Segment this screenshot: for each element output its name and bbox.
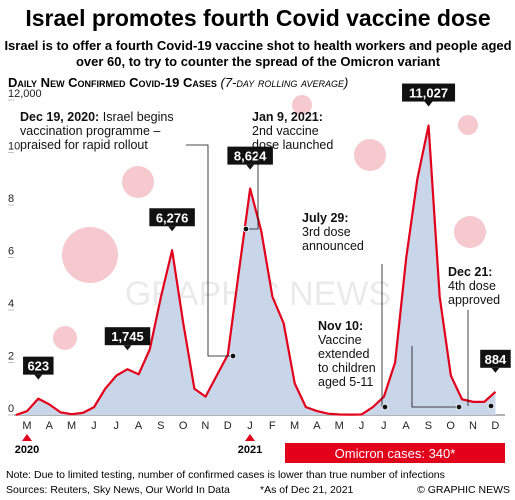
annotation-point bbox=[455, 403, 463, 411]
y-label-text: Daily New Confirmed Covid-19 Cases bbox=[8, 75, 217, 90]
x-tick-label: S bbox=[157, 420, 164, 432]
annotation: Dec 21: bbox=[448, 265, 492, 279]
line bbox=[15, 124, 497, 417]
x-tick-label: M bbox=[335, 420, 344, 432]
value-label: 623 bbox=[27, 359, 49, 374]
value-label-box bbox=[480, 349, 511, 368]
note: Note: Due to limited testing, number of … bbox=[6, 469, 445, 481]
asof: *As of Dec 21, 2021 bbox=[260, 484, 354, 496]
annotation-date: Dec 21: bbox=[448, 265, 492, 279]
x-tick-label: M bbox=[22, 420, 31, 432]
value-label: 11,027 bbox=[409, 86, 448, 101]
annotation-leader bbox=[411, 346, 459, 408]
x-tick-label: J bbox=[359, 420, 365, 432]
subtitle: Israel is to offer a fourth Covid-19 vac… bbox=[4, 38, 511, 69]
x-tick-label: J bbox=[247, 420, 253, 432]
y-tick-label: 0 bbox=[8, 403, 14, 415]
x-tick-label: D bbox=[491, 420, 499, 432]
value-label: 6,276 bbox=[156, 210, 189, 225]
x-tick-label: D bbox=[224, 420, 232, 432]
annotation-point bbox=[242, 225, 250, 233]
virus-decor bbox=[53, 95, 486, 350]
annotation-line: to children bbox=[318, 361, 376, 375]
year-label: 2020 bbox=[15, 444, 39, 456]
subtitle-line: over 60, to try to counter the spread of… bbox=[76, 54, 441, 69]
value-label: 884 bbox=[485, 352, 507, 367]
annotation-line: praised for rapid rollout bbox=[20, 138, 148, 152]
y-tick-label: 6 bbox=[8, 246, 14, 258]
x-tick-label: A bbox=[313, 420, 321, 432]
annotation-leader bbox=[186, 144, 233, 357]
x-tick-label: A bbox=[402, 420, 410, 432]
annotation-line: approved bbox=[448, 293, 500, 307]
sources: Sources: Reuters, Sky News, Our World In… bbox=[6, 484, 230, 496]
annotation-point bbox=[229, 352, 237, 360]
annotation-date: Dec 19, 2020: bbox=[20, 110, 99, 124]
annotation-point bbox=[487, 402, 495, 410]
omicron-text: Omicron cases: 340* bbox=[335, 446, 456, 461]
x-tick-label: N bbox=[201, 420, 209, 432]
x-tick-label: O bbox=[179, 420, 188, 432]
value-label-box bbox=[402, 83, 456, 102]
x-tick-label: M bbox=[290, 420, 299, 432]
annotation-point bbox=[381, 403, 389, 411]
value-label-pointer bbox=[491, 367, 500, 373]
y-tick-label: 8 bbox=[8, 193, 14, 205]
annotation-date: July 29: bbox=[302, 211, 349, 225]
value-label: 1,745 bbox=[111, 329, 144, 344]
x-tick-label: J bbox=[91, 420, 97, 432]
annotation-leader bbox=[246, 150, 259, 230]
value-label: 8,624 bbox=[234, 149, 267, 164]
subtitle-line: Israel is to offer a fourth Covid-19 vac… bbox=[4, 38, 511, 53]
x-tick-label: J bbox=[113, 420, 119, 432]
value-label-box bbox=[227, 146, 273, 165]
value-label-pointer bbox=[34, 374, 43, 380]
y-tick-label: 10 bbox=[8, 141, 20, 153]
annotation-line: extended bbox=[318, 347, 369, 361]
value-label-pointer bbox=[168, 226, 177, 232]
y-tick-label: 2 bbox=[8, 351, 14, 363]
area bbox=[16, 125, 496, 415]
annotation-date: Jan 9, 2021: bbox=[252, 110, 323, 124]
annotation-line: dose launched bbox=[252, 138, 333, 152]
year-marker bbox=[22, 434, 32, 441]
year-marker bbox=[245, 434, 255, 441]
y-label: Daily New Confirmed Covid-19 Cases (7-da… bbox=[8, 75, 348, 90]
annotation-line: 3rd dose bbox=[302, 225, 351, 239]
omicron-box bbox=[285, 443, 505, 463]
x-tick-label: F bbox=[269, 420, 276, 432]
y-tick-label: 12,000 bbox=[8, 88, 42, 100]
value-label-pointer bbox=[246, 164, 255, 170]
annotation-line: Israel begins bbox=[103, 110, 174, 124]
value-label-box bbox=[23, 356, 54, 375]
x-tick-label: O bbox=[446, 420, 455, 432]
annotation-line: 4th dose bbox=[448, 279, 496, 293]
annotation-line: announced bbox=[302, 239, 364, 253]
x-tick-label: A bbox=[46, 420, 54, 432]
annotation-line: Vaccine bbox=[318, 333, 362, 347]
annotation: Dec 19, 2020: Israel begins bbox=[20, 110, 174, 124]
annotation: July 29: bbox=[302, 211, 349, 225]
x-tick-label: M bbox=[67, 420, 76, 432]
value-label-box bbox=[149, 208, 195, 227]
credit: © GRAPHIC NEWS bbox=[417, 484, 510, 496]
x-tick-label: A bbox=[135, 420, 143, 432]
annotation-date: Nov 10: bbox=[318, 319, 363, 333]
value-label-pointer bbox=[424, 101, 433, 107]
annotation-line: 2nd vaccine bbox=[252, 124, 319, 138]
annotation-line: vaccination programme – bbox=[20, 124, 160, 138]
value-label-pointer bbox=[123, 345, 132, 351]
annotation: Nov 10: bbox=[318, 319, 363, 333]
title: Israel promotes fourth Covid vaccine dos… bbox=[25, 5, 490, 31]
year-label: 2021 bbox=[238, 444, 262, 456]
x-tick-label: J bbox=[381, 420, 387, 432]
annotation-line: aged 5-11 bbox=[318, 375, 373, 389]
x-tick-label: S bbox=[425, 420, 432, 432]
annotation: Jan 9, 2021: bbox=[252, 110, 323, 124]
y-label-note: (7-day rolling average) bbox=[220, 75, 348, 90]
value-label-box bbox=[104, 327, 151, 346]
x-tick-label: N bbox=[469, 420, 477, 432]
y-tick-label: 4 bbox=[8, 298, 14, 310]
